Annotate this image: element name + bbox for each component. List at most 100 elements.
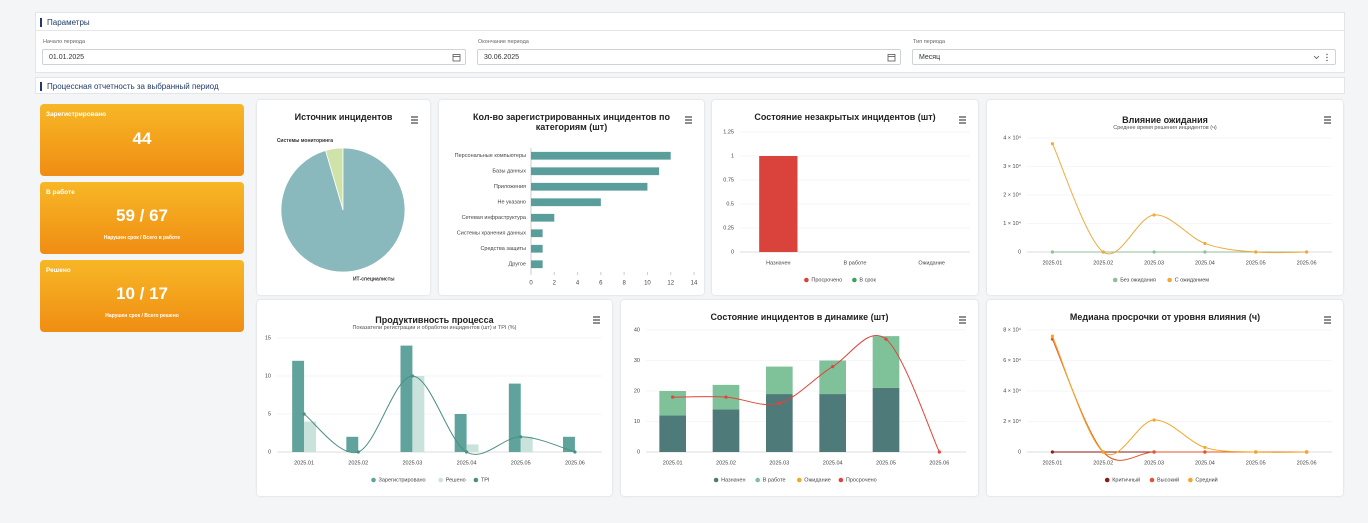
legend-label: Просрочено xyxy=(811,277,842,283)
menu-icon[interactable] xyxy=(685,116,692,124)
legend-marker xyxy=(1104,477,1110,483)
legend-marker xyxy=(713,477,719,483)
bar xyxy=(872,336,900,388)
point xyxy=(1050,142,1055,146)
legend-marker xyxy=(1149,477,1155,483)
y-tick-label: 8 × 10⁴ xyxy=(1003,326,1021,333)
legend-label: Ожидание xyxy=(804,477,830,483)
chart: Системы мониторинга ИТ-специалисты xyxy=(277,116,418,283)
date-input[interactable]: 01.01.2025 xyxy=(42,49,466,65)
bar xyxy=(766,366,793,395)
point xyxy=(777,401,781,405)
legend-marker xyxy=(1167,277,1172,283)
legend-label: Высокий xyxy=(1157,476,1179,483)
x-tick-label: 2025.04 xyxy=(1195,260,1215,266)
x-tick-label: 4 xyxy=(576,281,580,287)
point xyxy=(356,450,360,454)
x-tick-label: 2025.02 xyxy=(1093,260,1113,266)
y-tick-label: 2 × 10⁴ xyxy=(1003,418,1021,425)
point xyxy=(671,395,675,399)
x-tick-label: 2025.04 xyxy=(823,460,843,466)
x-tick-label: 2025.05 xyxy=(511,460,531,466)
field-label: Тип периода xyxy=(913,39,946,45)
point xyxy=(937,450,941,454)
menu-icon[interactable] xyxy=(411,116,418,124)
point xyxy=(1203,250,1207,254)
line xyxy=(1051,143,1307,255)
menu-icon[interactable] xyxy=(1324,116,1331,124)
x-tick-label: 2025.06 xyxy=(1297,260,1317,266)
x-tick-label: 2025.04 xyxy=(457,460,477,466)
y-tick-label: 0 xyxy=(731,249,734,255)
bar xyxy=(531,229,543,238)
select-input[interactable]: Месяц xyxy=(912,49,1336,65)
bar xyxy=(531,213,555,222)
menu-icon[interactable] xyxy=(959,316,966,324)
bar xyxy=(531,167,660,176)
x-tick-label: 14 xyxy=(691,281,698,287)
y-tick-label: 1.25 xyxy=(723,129,734,135)
calendar-icon[interactable] xyxy=(452,53,461,62)
bar xyxy=(759,156,798,252)
bar xyxy=(400,345,413,452)
x-tick-label: В работе xyxy=(844,260,867,266)
point xyxy=(1101,450,1105,454)
menu-icon[interactable] xyxy=(959,116,966,124)
date-input[interactable]: 30.06.2025 xyxy=(477,49,901,65)
x-tick-label: 2025.03 xyxy=(402,460,422,466)
y-tick-label: 1 xyxy=(731,153,734,159)
legend-label: В срок xyxy=(859,277,876,283)
chart: 0 1 × 10⁴ 2 × 10⁴ 3 × 10⁴ 4 × 10⁴ 2025.01 2025… xyxy=(1003,116,1332,283)
divider xyxy=(36,30,1344,31)
chart-title: Влияние ожидания xyxy=(1122,115,1208,125)
chart: 0 2 × 10⁴ 4 × 10⁴ 6 × 10⁴ 8 × 10⁴ 2025.01 2025… xyxy=(1003,316,1332,483)
chart: 0 5 10 15 2025.01 2025.02 2025.03 2025.04 2025.0… xyxy=(265,316,602,483)
x-tick-label: 2025.05 xyxy=(1246,460,1266,466)
chart-card: 0 2 × 10⁴ 4 × 10⁴ 6 × 10⁴ 8 × 10⁴ 2025.01 2025… xyxy=(987,300,1343,496)
section-title: Процессная отчетность за выбранный перио… xyxy=(40,82,219,91)
y-tick-label: 10 xyxy=(634,419,640,425)
calendar-icon[interactable] xyxy=(887,53,896,62)
line xyxy=(1051,335,1307,456)
legend-marker xyxy=(473,477,479,483)
y-tick-label: 10 xyxy=(265,373,271,379)
x-tick-label: 2025.03 xyxy=(1144,260,1164,266)
y-tick-label: Персональные компьютеры xyxy=(455,153,526,159)
chart-card: 0 1 × 10⁴ 2 × 10⁴ 3 × 10⁴ 4 × 10⁴ 2025.01 2025… xyxy=(987,100,1343,295)
point xyxy=(1203,241,1207,246)
point xyxy=(1152,250,1156,254)
legend-marker xyxy=(1188,477,1193,483)
y-tick-label: 0 xyxy=(637,449,640,455)
bar xyxy=(659,415,686,452)
bar xyxy=(563,436,575,452)
field-value: Месяц xyxy=(919,54,941,61)
legend-marker xyxy=(755,477,760,483)
y-tick-label: 0.5 xyxy=(726,201,734,207)
y-tick-label: 1 × 10⁴ xyxy=(1003,220,1021,227)
x-tick-label: 2025.01 xyxy=(1042,460,1062,466)
point xyxy=(1152,213,1156,217)
chart-card: 0 10 20 30 40 2025.01 2025.02 2025.03 2025.04 202… xyxy=(621,300,978,496)
point xyxy=(1304,450,1309,454)
slice-label: ИТ-специалисты xyxy=(353,277,395,283)
select-icons[interactable] xyxy=(1312,53,1332,62)
legend-label: Зарегистрировано xyxy=(379,477,426,483)
menu-icon[interactable] xyxy=(593,316,600,324)
y-tick-label: 40 xyxy=(634,327,640,333)
menu-icon[interactable] xyxy=(1324,316,1331,324)
bar xyxy=(712,409,740,452)
point xyxy=(519,435,523,439)
legend-marker xyxy=(852,277,857,283)
legend-marker xyxy=(438,477,443,483)
field-label: Окончание периода xyxy=(478,39,529,45)
x-tick-label: 2025.06 xyxy=(929,460,949,466)
point xyxy=(1203,450,1207,454)
pie-slice xyxy=(280,147,406,273)
line xyxy=(303,375,576,455)
point xyxy=(1254,450,1258,454)
section-panel: Процессная отчетность за выбранный перио… xyxy=(35,77,1345,94)
legend-label: Критичный xyxy=(1112,476,1140,483)
legend-label: Средний xyxy=(1195,476,1217,483)
y-tick-label: Базы данных xyxy=(492,169,526,175)
